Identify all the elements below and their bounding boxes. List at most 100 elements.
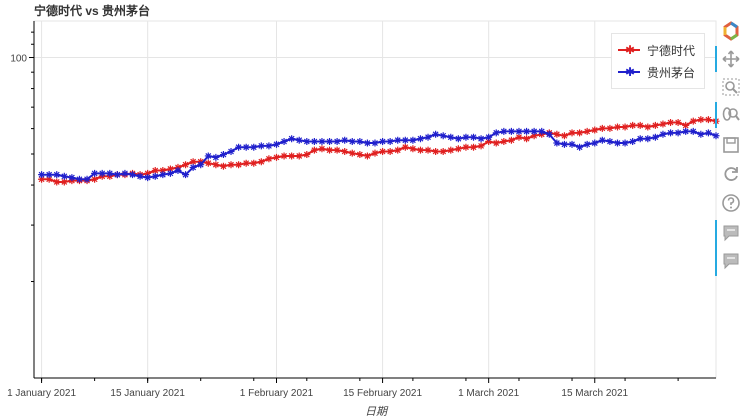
data-point[interactable] [68, 174, 76, 182]
data-point[interactable] [560, 140, 568, 148]
data-point[interactable] [394, 136, 402, 144]
data-point[interactable] [75, 175, 83, 183]
data-point[interactable] [591, 126, 599, 134]
data-point[interactable] [568, 129, 576, 137]
data-point[interactable] [704, 116, 712, 124]
data-point[interactable] [288, 152, 296, 160]
data-point[interactable] [53, 178, 61, 186]
data-point[interactable] [409, 136, 417, 144]
data-point[interactable] [363, 139, 371, 147]
data-point[interactable] [242, 159, 250, 167]
save-icon[interactable] [718, 132, 744, 158]
hover-tooltip-icon-1[interactable] [718, 220, 744, 246]
box-zoom-icon[interactable] [718, 74, 744, 100]
data-point[interactable] [583, 127, 591, 135]
data-point[interactable] [447, 133, 455, 141]
data-point[interactable] [409, 145, 417, 153]
legend-item-series-2[interactable]: ✱ 贵州茅台 [618, 64, 695, 80]
data-point[interactable] [530, 132, 538, 140]
data-point[interactable] [477, 135, 485, 143]
data-point[interactable] [212, 153, 220, 161]
pan-icon[interactable] [718, 46, 744, 72]
data-point[interactable] [371, 139, 379, 147]
data-point[interactable] [38, 171, 46, 179]
data-point[interactable] [326, 146, 334, 154]
data-point[interactable] [189, 158, 197, 166]
data-point[interactable] [697, 130, 705, 138]
data-point[interactable] [394, 146, 402, 154]
data-point[interactable] [447, 146, 455, 154]
data-point[interactable] [182, 161, 190, 169]
data-point[interactable] [674, 129, 682, 137]
data-point[interactable] [454, 145, 462, 153]
data-point[interactable] [348, 149, 356, 157]
wheel-zoom-icon[interactable] [718, 102, 744, 128]
data-point[interactable] [265, 142, 273, 150]
legend[interactable]: ✱ 宁德时代 ✱ 贵州茅台 [611, 33, 705, 89]
data-point[interactable] [613, 139, 621, 147]
data-point[interactable] [272, 140, 280, 148]
data-point[interactable] [545, 130, 553, 138]
data-point[interactable] [151, 167, 159, 175]
data-point[interactable] [257, 142, 265, 150]
data-point[interactable] [227, 148, 235, 156]
data-point[interactable] [689, 127, 697, 135]
data-point[interactable] [45, 175, 53, 183]
data-point[interactable] [568, 140, 576, 148]
data-point[interactable] [356, 151, 364, 159]
data-point[interactable] [250, 143, 258, 151]
data-point[interactable] [204, 159, 212, 167]
data-point[interactable] [432, 148, 440, 156]
data-point[interactable] [106, 169, 114, 177]
data-point[interactable] [386, 137, 394, 145]
data-point[interactable] [470, 143, 478, 151]
data-point[interactable] [333, 146, 341, 154]
data-point[interactable] [91, 169, 99, 177]
data-point[interactable] [310, 146, 318, 154]
data-point[interactable] [515, 133, 523, 141]
data-point[interactable] [507, 127, 515, 135]
data-point[interactable] [553, 139, 561, 147]
data-point[interactable] [242, 143, 250, 151]
data-point[interactable] [303, 151, 311, 159]
data-point[interactable] [492, 139, 500, 147]
bokeh-logo-icon[interactable] [718, 18, 744, 44]
data-point[interactable] [523, 135, 531, 143]
data-point[interactable] [644, 123, 652, 131]
data-point[interactable] [697, 116, 705, 124]
data-point[interactable] [591, 139, 599, 147]
data-point[interactable] [341, 148, 349, 156]
data-point[interactable] [98, 169, 106, 177]
data-point[interactable] [197, 161, 205, 169]
data-point[interactable] [515, 127, 523, 135]
help-icon[interactable] [718, 190, 744, 216]
hover-tooltip-icon-2[interactable] [718, 248, 744, 274]
data-point[interactable] [621, 123, 629, 131]
data-point[interactable] [235, 143, 243, 151]
data-point[interactable] [432, 130, 440, 138]
data-point[interactable] [500, 127, 508, 135]
data-point[interactable] [386, 148, 394, 156]
reset-icon[interactable] [718, 161, 744, 187]
data-point[interactable] [182, 171, 190, 179]
data-point[interactable] [272, 153, 280, 161]
data-point[interactable] [121, 169, 129, 177]
data-point[interactable] [363, 152, 371, 160]
data-point[interactable] [310, 137, 318, 145]
data-point[interactable] [318, 137, 326, 145]
data-point[interactable] [212, 161, 220, 169]
data-point[interactable] [60, 172, 68, 180]
data-point[interactable] [500, 137, 508, 145]
data-point[interactable] [667, 129, 675, 137]
data-point[interactable] [326, 137, 334, 145]
data-point[interactable] [379, 137, 387, 145]
data-point[interactable] [613, 123, 621, 131]
data-point[interactable] [189, 163, 197, 171]
data-point[interactable] [674, 118, 682, 126]
data-point[interactable] [348, 137, 356, 145]
data-point[interactable] [166, 169, 174, 177]
data-point[interactable] [606, 137, 614, 145]
data-point[interactable] [45, 171, 53, 179]
data-point[interactable] [477, 142, 485, 150]
